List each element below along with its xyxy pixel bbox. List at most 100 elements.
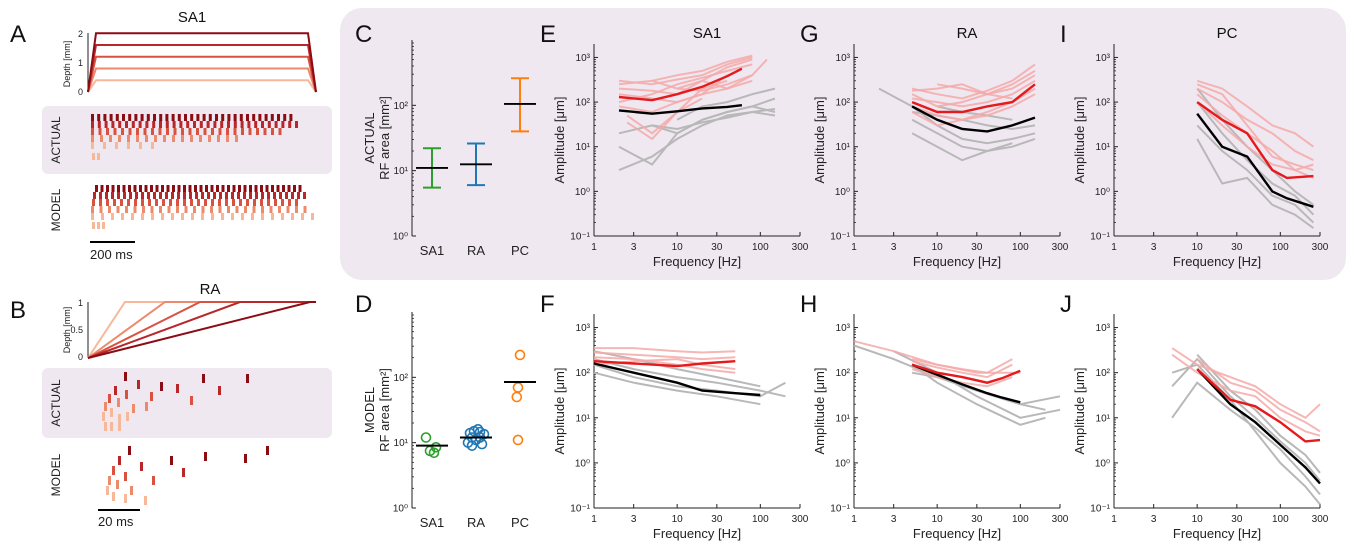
panel-a-model-spike	[297, 192, 300, 199]
panel-a-actual-spike	[139, 142, 142, 149]
panel-j-xtick-label: 100	[1272, 514, 1289, 525]
panel-a-model-spike	[221, 185, 225, 192]
panel-g-xlabel: Frequency [Hz]	[913, 254, 1001, 269]
panel-a-model-spike	[99, 199, 102, 206]
panel-g-xtick-label: 30	[971, 242, 983, 253]
panel-j-actual-trace	[1171, 353, 1321, 437]
panel-a-model-spike	[232, 199, 235, 206]
panel-a-actual-spike	[218, 128, 222, 135]
panel-a-actual-spike	[152, 121, 156, 128]
panel-c-ylabel: ACTUALRF area [mm²]	[362, 96, 392, 180]
panel-b-ramps	[87, 301, 316, 359]
panel-a-actual-spike	[136, 135, 139, 142]
panel-g-title: RA	[957, 25, 978, 42]
panel-b-actual-spike	[102, 412, 105, 421]
panel-h-ylabel: Amplitude [μm]	[812, 368, 827, 455]
panel-a-actual-spike	[233, 114, 237, 121]
panel-b-model-spike	[266, 446, 269, 455]
panel-a-actual-spike	[226, 128, 229, 135]
panel-b-actual-spike	[145, 402, 148, 411]
panel-g-ytick-label: 10⁰	[835, 187, 850, 198]
panel-a-model-spike	[288, 199, 291, 206]
panel-a-actual-spike	[127, 135, 130, 142]
panel-a-actual-spike	[138, 121, 142, 128]
panel-d-point	[430, 441, 442, 453]
panel-a-model-spike	[237, 192, 240, 199]
panel-a-model-spike	[278, 206, 281, 213]
panel-a-model-spike	[267, 199, 270, 206]
panel-a-actual-spike	[121, 128, 124, 135]
panel-a-model-spike	[235, 206, 239, 213]
panel-a-actual-spike	[128, 114, 132, 121]
panel-h-actual-trace	[911, 360, 1013, 379]
panel-b-actual-spike	[150, 392, 153, 401]
panel-a-model-spike	[161, 185, 164, 192]
panel-c-xtick-label: RA	[467, 243, 485, 258]
panel-a: SA1 Depth [mm] 0 1 2 ACTUAL MODEL 200 ms	[49, 9, 317, 262]
panel-a-actual-spike	[91, 128, 94, 135]
panel-a-actual-spike	[289, 114, 293, 121]
panel-a-model-spike	[150, 185, 153, 192]
panel-b-actual-spike	[190, 396, 193, 405]
panel-i-actual-trace	[1196, 79, 1314, 148]
panel-a-actual-spike	[109, 135, 112, 142]
panel-letter-i: I	[1060, 21, 1067, 48]
panel-a-model-spike	[91, 213, 94, 220]
panel-e-ytick-label: 10²	[576, 98, 591, 109]
panel-a-model-spike	[101, 213, 104, 220]
panel-e-actual-trace	[618, 63, 753, 104]
panel-g-actual-trace	[911, 79, 1036, 108]
panel-i-actual-trace	[1196, 83, 1314, 172]
panel-b-model-spike	[108, 476, 111, 485]
panel-a-actual-raster	[91, 114, 298, 160]
panel-f-model-trace	[593, 358, 786, 398]
panel-j-ytick-label: 10⁻¹	[1090, 504, 1110, 515]
panel-a-actual-spike	[91, 142, 94, 149]
panel-a-model-spike	[295, 199, 298, 206]
panel-a-actual-spike	[246, 114, 249, 121]
panel-f: 10⁻¹ 10⁰ 10¹ 10² 10³ 1 3 10 30 100 300 Frequency [H…	[552, 314, 809, 541]
panel-b-model-label: MODEL	[49, 453, 63, 496]
panel-h-model-trace	[911, 363, 1046, 426]
panel-h-ytick-label: 10³	[836, 323, 851, 334]
panel-a-model-spike	[183, 185, 186, 192]
panel-e-actual-trace	[651, 54, 753, 82]
panel-h-model-mean-line	[911, 363, 1021, 404]
panel-a-actual-spike	[181, 128, 184, 135]
panel-a-model-spike	[113, 199, 116, 206]
panel-e-ylabel: Amplitude [μm]	[552, 97, 567, 184]
panel-d-point	[428, 447, 440, 459]
panel-i-xtick-label: 1	[1111, 242, 1117, 253]
panel-g-xtick-label: 10	[932, 242, 944, 253]
panel-a-model-spike	[279, 192, 282, 199]
panel-j-model-trace	[1196, 354, 1321, 474]
panel-a-model-spike	[303, 192, 306, 199]
panel-b-ytick-2: 1	[78, 298, 83, 308]
panel-e-actual-trace	[618, 56, 753, 86]
panel-b-scalebar-label: 20 ms	[98, 514, 134, 529]
panel-a-model-spike	[265, 185, 269, 192]
panel-a-model-spike	[211, 199, 214, 206]
panel-d-point	[476, 438, 488, 450]
panel-i-xtick-label: 100	[1272, 242, 1289, 253]
panel-a-actual-spike	[165, 121, 169, 128]
panel-c-xtick-label: SA1	[420, 243, 445, 258]
panel-a-model-spike	[225, 192, 228, 199]
panel-b-yticks: 0 0.5 1	[70, 298, 83, 362]
panel-b-model-spike	[130, 486, 133, 495]
panel-a-actual-spike	[264, 114, 268, 121]
panel-a-model-spike	[271, 213, 274, 220]
panel-g-ytick-label: 10³	[836, 53, 851, 64]
panel-a-actual-spike	[151, 128, 154, 135]
panel-a-yticks: 0 1 2	[78, 29, 83, 97]
panel-f-ytick-label: 10⁻¹	[570, 504, 590, 515]
panel-letter-b: B	[10, 297, 26, 324]
panel-a-model-spike	[201, 192, 204, 199]
panel-a-actual-spike	[241, 128, 244, 135]
panel-i-ytick-label: 10⁰	[1095, 187, 1110, 198]
panel-a-model-spike	[161, 213, 164, 220]
panel-a-model-spike	[100, 185, 104, 192]
panel-a-actual-spike	[172, 135, 175, 142]
panel-a-scalebar-label: 200 ms	[90, 247, 133, 262]
panel-a-model-spike	[177, 185, 181, 192]
